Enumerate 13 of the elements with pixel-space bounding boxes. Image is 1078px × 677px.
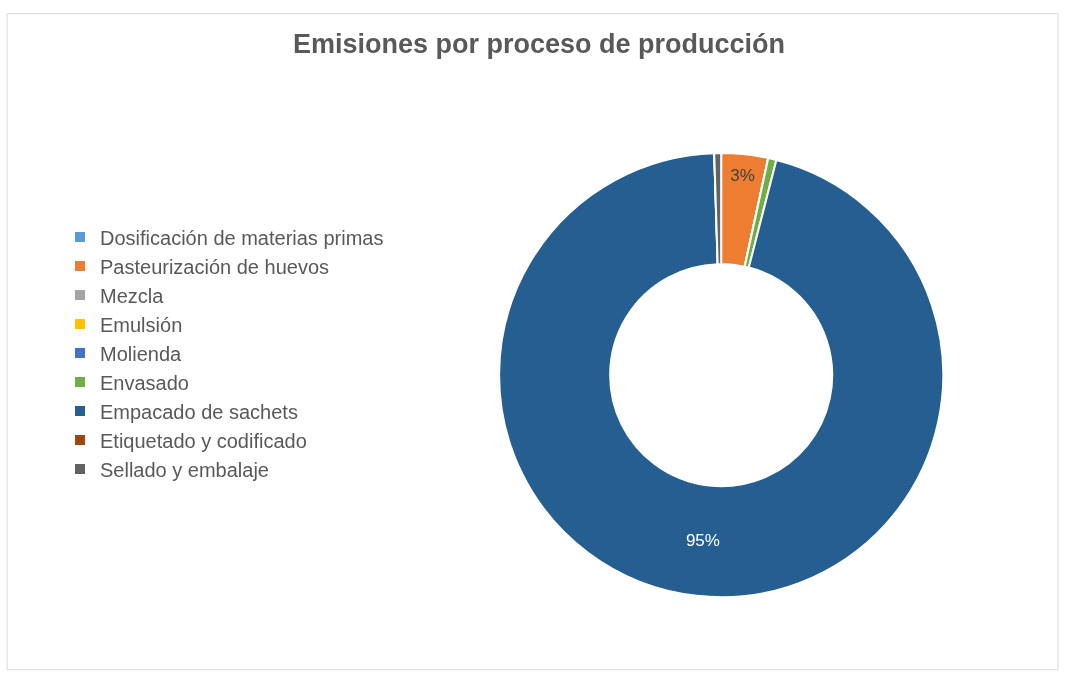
legend-label: Dosificación de materias primas (100, 226, 384, 249)
legend-label: Mezcla (100, 284, 165, 307)
data-label: 95% (685, 531, 720, 551)
legend-label: Sellado y embalaje (100, 458, 269, 481)
chart-title: Emisiones por proceso de producción (292, 28, 786, 59)
legend-label: Emulsión (100, 313, 183, 336)
legend-label: Empacado de sachets (100, 400, 298, 423)
legend-label: Envasado (100, 371, 189, 394)
data-label: 3% (730, 166, 755, 186)
donut-slice (498, 152, 945, 598)
legend-label: Molienda (100, 342, 183, 365)
legend-label: Etiquetado y codificado (100, 429, 307, 452)
legend-label: Pasteurización de huevos (100, 255, 330, 278)
